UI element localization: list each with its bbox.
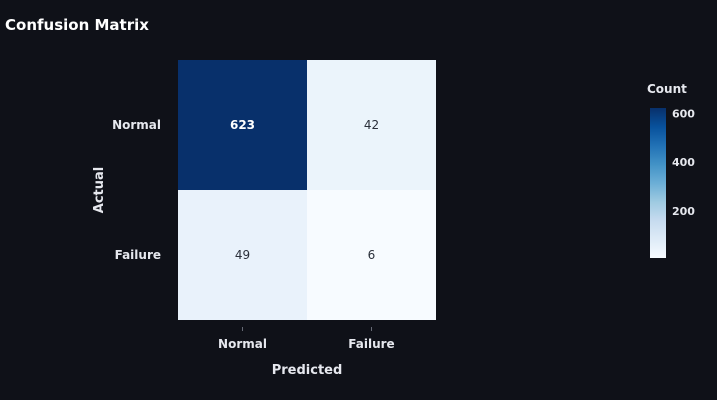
heatmap-cell bbox=[307, 190, 436, 320]
y-axis-ticks: Normal Failure bbox=[112, 118, 161, 262]
colorbar-title: Count bbox=[647, 82, 687, 96]
colorbar-tick-label: 200 bbox=[672, 205, 695, 218]
heatmap-cell-label: 623 bbox=[230, 118, 255, 132]
heatmap-cells bbox=[178, 60, 436, 320]
colorbar-ticks: 200 400 600 bbox=[672, 108, 695, 218]
colorbar-tick-label: 600 bbox=[672, 108, 695, 121]
x-axis-ticks: Normal Failure bbox=[218, 327, 395, 351]
y-tick-label: Failure bbox=[115, 248, 161, 262]
heatmap-cell bbox=[307, 60, 436, 190]
chart-title: Confusion Matrix bbox=[5, 16, 149, 34]
x-tick-label: Failure bbox=[348, 337, 394, 351]
x-tick-label: Normal bbox=[218, 337, 267, 351]
heatmap-cell bbox=[178, 60, 307, 190]
colorbar-tick-label: 400 bbox=[672, 156, 695, 169]
heatmap-cell bbox=[178, 190, 307, 320]
heatmap-cell-labels: 623 42 49 6 bbox=[230, 118, 379, 262]
heatmap-cell-label: 49 bbox=[235, 248, 250, 262]
heatmap-cell-label: 6 bbox=[368, 248, 376, 262]
x-axis-label: Predicted bbox=[272, 363, 343, 378]
colorbar bbox=[650, 108, 666, 258]
heatmap-cell-label: 42 bbox=[364, 118, 379, 132]
y-axis-label: Actual bbox=[92, 167, 107, 213]
y-tick-label: Normal bbox=[112, 118, 161, 132]
